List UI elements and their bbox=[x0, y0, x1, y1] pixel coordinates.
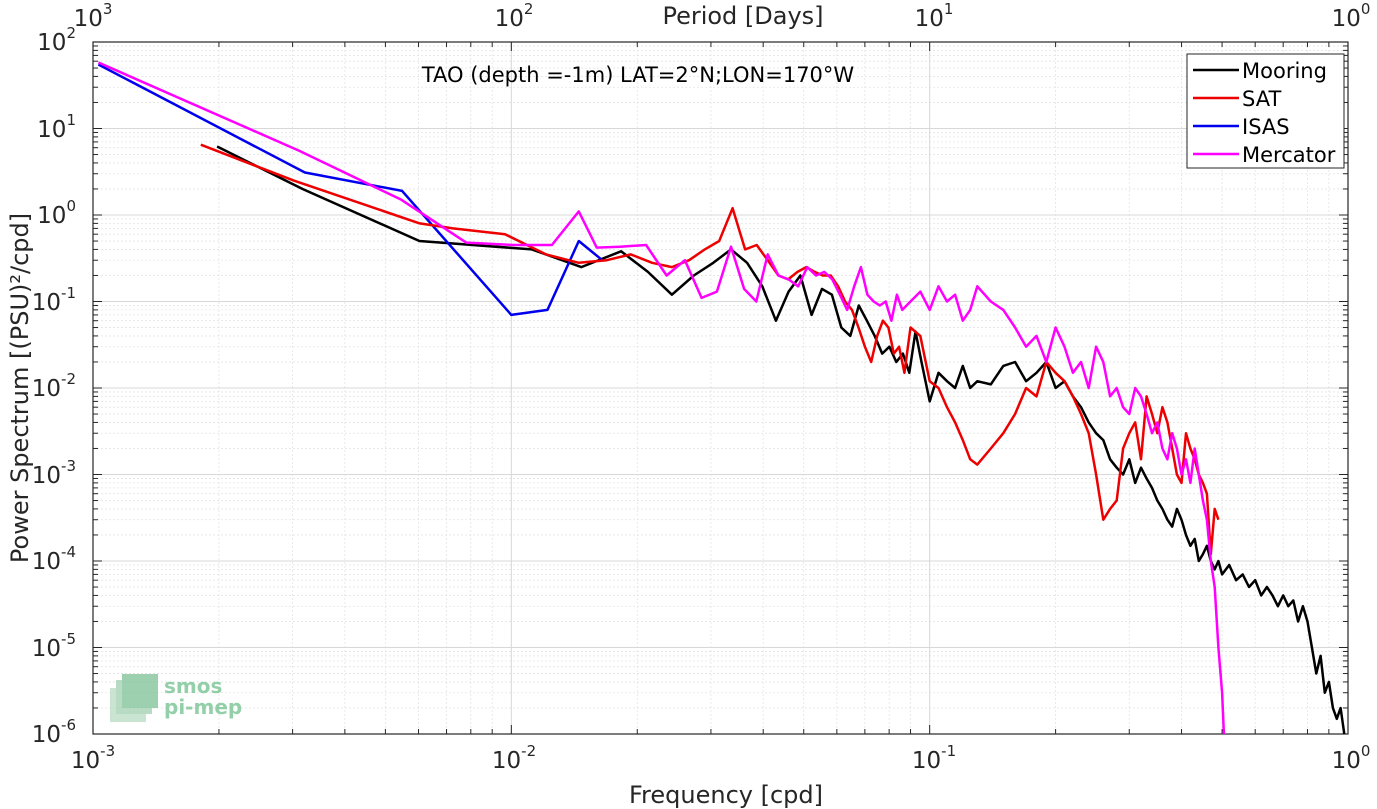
y-tick-label-1: 10-5 bbox=[32, 630, 76, 662]
x-tick-label-1: 10-2 bbox=[492, 742, 536, 774]
y-tick-label-4: 10-2 bbox=[32, 370, 76, 402]
legend-label-isas: ISAS bbox=[1242, 115, 1290, 139]
series-layer bbox=[97, 61, 1346, 735]
y-tick-label-6: 100 bbox=[37, 197, 76, 229]
top-tick-label-2: 101 bbox=[915, 0, 954, 32]
x-axis-label: Frequency [cpd] bbox=[629, 781, 823, 809]
legend-label-sat: SAT bbox=[1242, 87, 1281, 111]
y-tick-label-0: 10-6 bbox=[32, 716, 76, 748]
chart-title: TAO (depth =-1m) LAT=2°N;LON=170°W bbox=[421, 63, 855, 87]
x-tick-label-2: 10-1 bbox=[912, 742, 956, 774]
svg-text:smos: smos bbox=[164, 674, 222, 698]
legend-label-mooring: Mooring bbox=[1242, 59, 1327, 83]
series-line-mooring bbox=[216, 145, 1346, 735]
legend-box bbox=[1186, 53, 1345, 169]
y-tick-label-5: 10-1 bbox=[32, 284, 76, 316]
top-axis-label: Period [Days] bbox=[662, 2, 823, 30]
svg-text:pi-mep: pi-mep bbox=[164, 695, 242, 719]
y-tick-label-7: 101 bbox=[37, 111, 76, 143]
y-tick-label-2: 10-4 bbox=[32, 543, 76, 575]
legend-label-mercator: Mercator bbox=[1242, 143, 1336, 167]
series-line-isas bbox=[97, 63, 604, 317]
series-line-sat bbox=[200, 143, 1220, 556]
smos-pimep-logo: smos pi-mep bbox=[110, 674, 242, 722]
x-tick-label-3: 100 bbox=[1332, 742, 1371, 774]
legend: Mooring SAT ISAS Mercator bbox=[1186, 53, 1345, 169]
top-tick-label-1: 102 bbox=[495, 0, 534, 32]
top-tick-label-3: 100 bbox=[1332, 0, 1371, 32]
tick-marks bbox=[92, 41, 1349, 735]
x-tick-label-0: 10-3 bbox=[71, 742, 115, 774]
y-tick-label-8: 102 bbox=[37, 24, 76, 56]
y-tick-label-3: 10-3 bbox=[32, 457, 76, 489]
top-tick-label-0: 103 bbox=[74, 0, 113, 32]
series-line-mercator bbox=[97, 61, 1226, 735]
y-axis-label: Power Spectrum [(PSU)²/cpd] bbox=[6, 213, 34, 563]
